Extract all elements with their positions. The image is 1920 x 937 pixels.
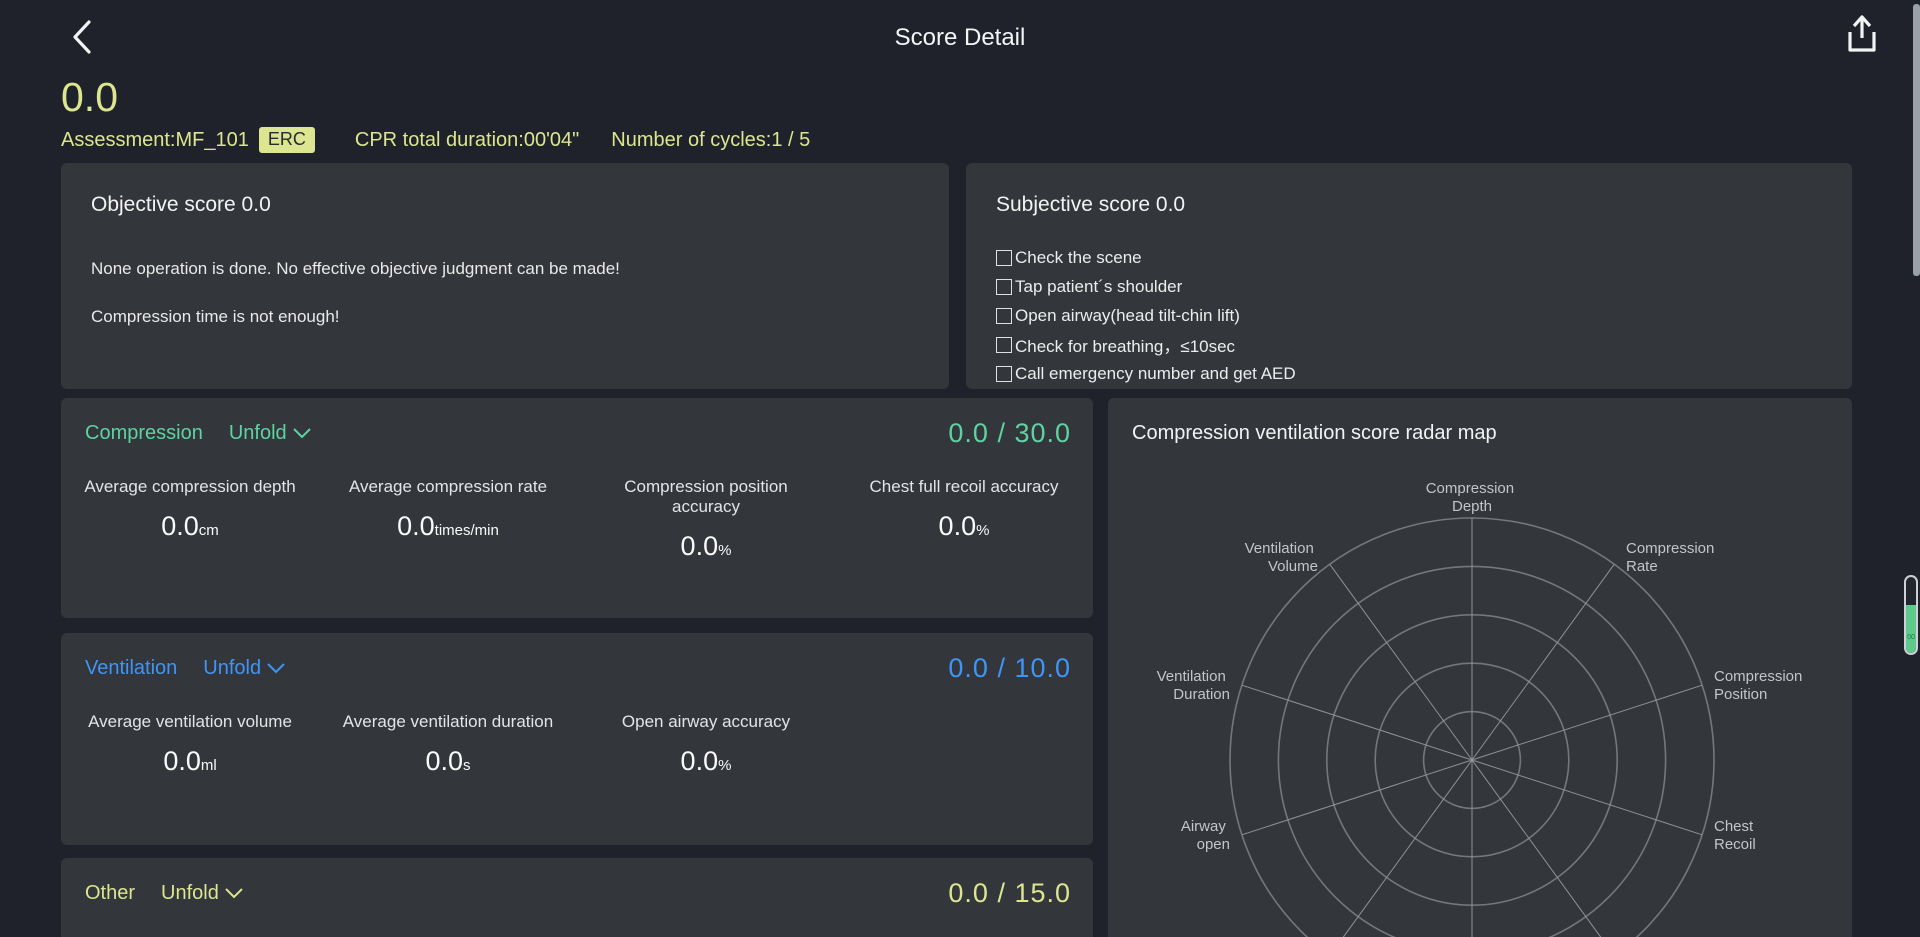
metric-compression-depth: Average compression depth 0.0cm (84, 477, 296, 541)
metric-compression-rate: Average compression rate 0.0times/min (348, 477, 548, 541)
chevron-down-icon (225, 888, 243, 899)
metric-open-airway-accuracy: Open airway accuracy 0.0% (621, 712, 791, 776)
radar-axis-airway-open: Airway open (1181, 818, 1230, 853)
checklist-item: Call emergency number and get AED (996, 359, 1822, 388)
radar-axis-compression-position: Compression Position (1714, 668, 1807, 703)
radar-axis-chest-recoil: Chest Recoil (1714, 818, 1757, 853)
radar-chart: Compression Depth Compression Rate Compr… (1157, 480, 1807, 937)
compression-title: Compression (85, 422, 203, 444)
metric-ventilation-duration: Average ventilation duration 0.0s (342, 712, 554, 776)
checkbox-check-breathing[interactable] (996, 336, 1012, 353)
radar-spokes (1241, 518, 1703, 937)
back-chevron-icon (73, 19, 91, 54)
checklist-item: Tap patient´s shoulder (996, 272, 1822, 301)
subjective-score-panel: Subjective score 0.0 Check the scene Tap… (966, 163, 1852, 389)
radar-axis-ventilation-volume: Ventilation Volume (1245, 540, 1318, 575)
battery-level: 00 (1906, 605, 1916, 653)
assessment-summary-row: Assessment:MF_101 ERC CPR total duration… (61, 127, 810, 153)
scrollbar-thumb[interactable] (1913, 4, 1920, 276)
radar-panel: Compression ventilation score radar map (1108, 398, 1852, 937)
radar-title: Compression ventilation score radar map (1132, 422, 1497, 444)
checkbox-tap-shoulder[interactable] (996, 278, 1012, 295)
radar-axis-compression-depth: Compression Depth (1426, 480, 1519, 515)
assessment-label: Assessment:MF_101 (61, 128, 249, 151)
ventilation-unfold-button[interactable]: Unfold (203, 657, 285, 680)
share-button[interactable] (1840, 12, 1884, 60)
metric-chest-recoil-accuracy: Chest full recoil accuracy 0.0% (869, 477, 1059, 541)
erc-badge: ERC (258, 127, 315, 153)
chevron-down-icon (267, 663, 285, 674)
other-score: 0.0 / 15.0 (948, 878, 1071, 908)
battery-indicator: 00 (1904, 575, 1918, 655)
checklist-item: Open airway(head tilt-chin lift) (996, 301, 1822, 330)
compression-score: 0.0 / 30.0 (948, 418, 1071, 448)
ventilation-score: 0.0 / 10.0 (948, 653, 1071, 683)
objective-score-title: Objective score 0.0 (91, 193, 271, 216)
radar-axis-compression-rate: Compression Rate (1626, 540, 1719, 575)
page-title: Score Detail (894, 24, 1026, 51)
objective-message: None operation is done. No effective obj… (91, 259, 620, 278)
other-unfold-button[interactable]: Unfold (161, 882, 243, 905)
metric-compression-position-accuracy: Compression position accuracy 0.0% (624, 477, 788, 561)
checklist-item: Check for breathing，≤10sec (996, 330, 1822, 359)
total-score: 0.0 (61, 74, 118, 120)
checkbox-call-emergency[interactable] (996, 365, 1012, 382)
chevron-down-icon (292, 428, 311, 439)
subjective-score-title: Subjective score 0.0 (996, 193, 1186, 216)
radar-axis-ventilation-duration: Ventilation Duration (1157, 668, 1230, 703)
compression-section: Compression Unfold 0.0 / 30.0 Average co… (61, 398, 1093, 618)
metric-ventilation-volume: Average ventilation volume 0.0ml (88, 712, 292, 776)
subjective-checklist: Check the scene Tap patient´s shoulder O… (996, 243, 1822, 388)
checkbox-check-the-scene[interactable] (996, 249, 1012, 266)
cpr-duration-label: CPR total duration:00'04" (354, 128, 580, 151)
objective-message: Compression time is not enough! (91, 307, 340, 326)
share-icon (1848, 14, 1876, 52)
cycles-label: Number of cycles:1 / 5 (611, 128, 811, 151)
other-title: Other (85, 882, 136, 904)
checkbox-open-airway[interactable] (996, 307, 1012, 324)
objective-score-panel: Objective score 0.0 None operation is do… (61, 163, 949, 389)
checklist-item: Check the scene (996, 243, 1822, 272)
ventilation-section: Ventilation Unfold 0.0 / 10.0 Average ve… (61, 633, 1093, 845)
compression-unfold-button[interactable]: Unfold (229, 422, 311, 445)
ventilation-title: Ventilation (85, 657, 178, 679)
other-section: Other Unfold 0.0 / 15.0 (61, 858, 1093, 937)
back-button[interactable] (62, 16, 102, 60)
